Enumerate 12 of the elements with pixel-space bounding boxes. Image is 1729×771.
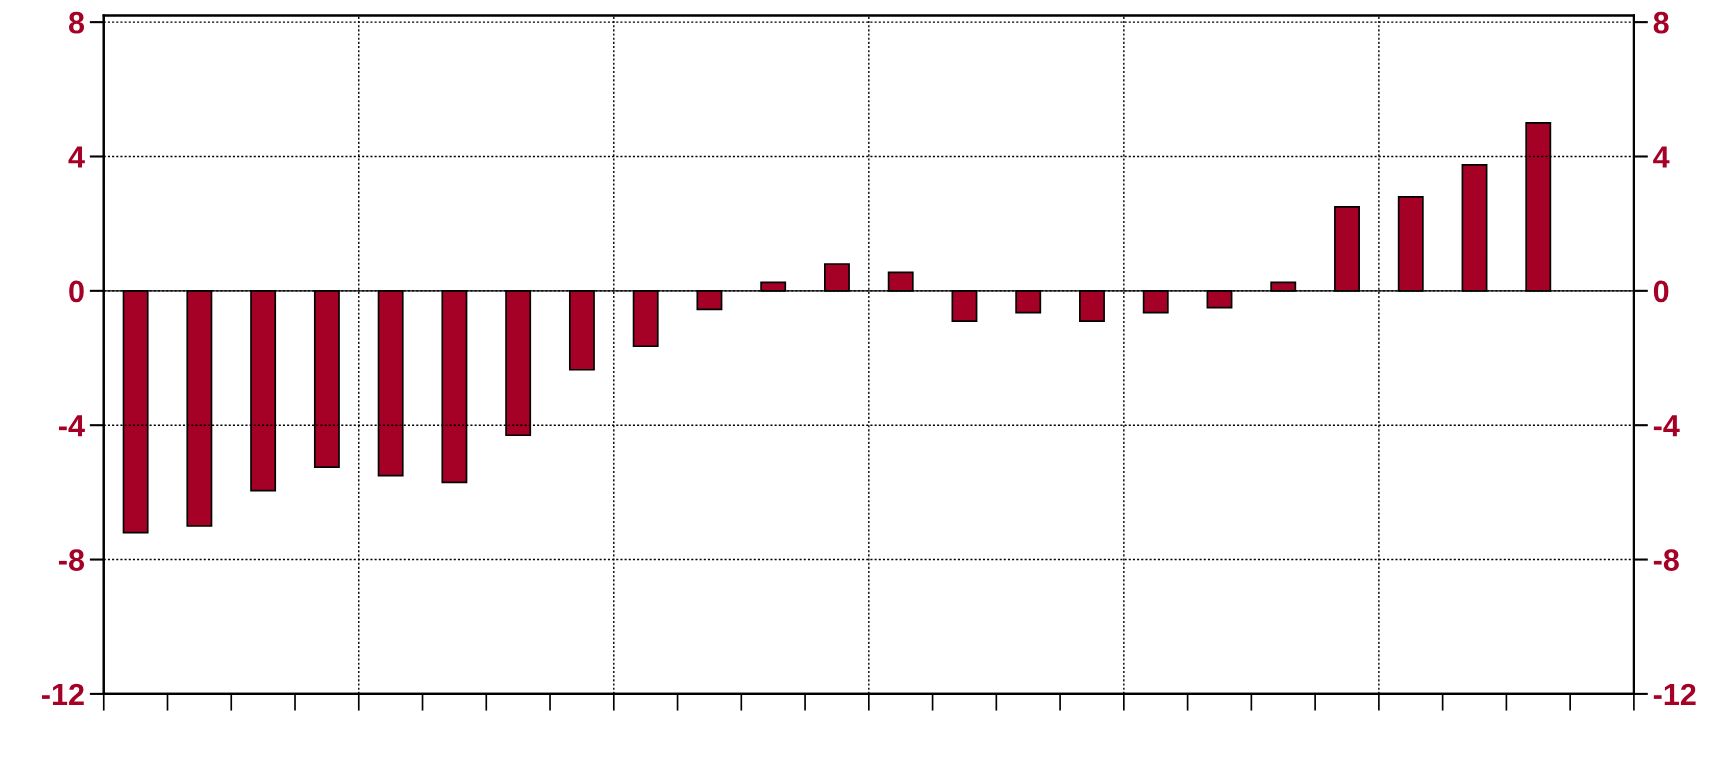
y2-tick-label: 0 bbox=[1653, 280, 1669, 303]
y-tick-label: -8 bbox=[59, 549, 85, 571]
y2-tick-label: 4 bbox=[1653, 146, 1670, 168]
y-tick-label: 0 bbox=[69, 280, 84, 303]
y-tick-label: -4 bbox=[59, 415, 85, 437]
y-tick-label: 4 bbox=[68, 146, 85, 168]
y2-tick-label: -8 bbox=[1653, 549, 1679, 571]
y2-tick-label: -4 bbox=[1653, 415, 1680, 437]
y2-tick-label: -12 bbox=[1653, 683, 1696, 705]
y2-tick-label: 8 bbox=[1653, 11, 1669, 34]
y-tick-label: -12 bbox=[42, 683, 84, 705]
y-tick-label: 8 bbox=[68, 11, 85, 34]
